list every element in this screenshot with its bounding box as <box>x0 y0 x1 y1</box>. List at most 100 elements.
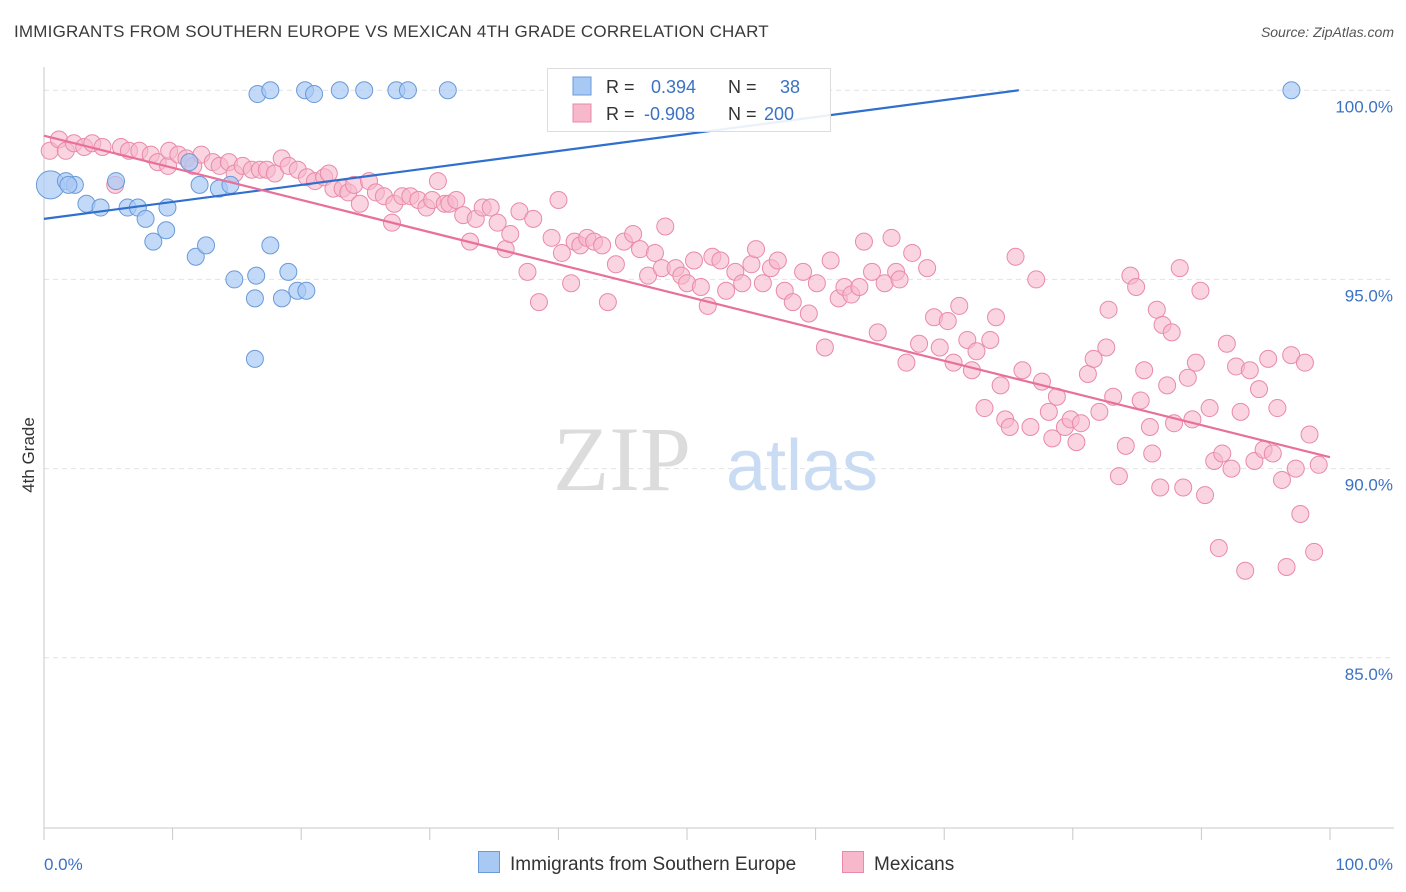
legend-r-label-1: R = <box>606 77 635 97</box>
data-point-southern-europe <box>305 85 324 104</box>
data-point-mexicans <box>799 304 818 323</box>
data-point-mexicans <box>918 259 937 278</box>
data-point-mexicans <box>1043 429 1062 448</box>
x-tick-label-min: 0.0% <box>44 855 83 874</box>
data-point-mexicans <box>1222 459 1241 478</box>
data-point-southern-europe <box>186 247 205 266</box>
legend-n-value-1: 38 <box>780 77 800 97</box>
data-point-mexicans <box>1272 470 1291 489</box>
data-point-mexicans <box>1000 417 1019 436</box>
legend-r-value-1: 0.394 <box>651 77 696 97</box>
data-point-mexicans <box>1186 353 1205 372</box>
source-label: Source: ZipAtlas.com <box>1260 24 1394 40</box>
data-point-southern-europe <box>180 153 199 172</box>
data-point-mexicans <box>501 225 520 244</box>
data-point-southern-europe <box>91 198 110 217</box>
data-point-mexicans <box>1191 281 1210 300</box>
data-point-mexicans <box>1039 402 1058 421</box>
data-point-mexicans <box>1174 478 1193 497</box>
data-point-mexicans <box>562 274 581 293</box>
data-point-mexicans <box>850 277 869 296</box>
data-point-mexicans <box>733 274 752 293</box>
data-point-mexicans <box>447 190 466 209</box>
data-point-mexicans <box>897 353 916 372</box>
data-point-southern-europe <box>279 262 298 281</box>
data-point-southern-europe <box>107 172 126 191</box>
bottom-legend-swatch-pink <box>842 851 864 873</box>
y-tick-label: 100.0% <box>1335 97 1393 116</box>
data-point-mexicans <box>1143 444 1162 463</box>
data-point-mexicans <box>711 251 730 270</box>
data-point-mexicans <box>1135 361 1154 380</box>
data-point-southern-europe <box>225 270 244 289</box>
data-point-southern-europe <box>330 81 349 100</box>
data-point-southern-europe <box>245 289 264 308</box>
bottom-legend-label-mexicans: Mexicans <box>874 854 955 875</box>
watermark-zip: ZIP <box>553 408 691 510</box>
data-point-mexicans <box>1067 433 1086 452</box>
data-point-mexicans <box>488 213 507 232</box>
data-point-mexicans <box>1170 259 1189 278</box>
data-point-mexicans <box>1291 504 1310 523</box>
data-point-southern-europe <box>261 81 280 100</box>
y-tick-label: 90.0% <box>1345 476 1393 495</box>
data-point-mexicans <box>510 202 529 221</box>
data-point-mexicans <box>549 190 568 209</box>
data-point-mexicans <box>606 255 625 274</box>
data-point-mexicans <box>815 338 834 357</box>
data-point-mexicans <box>624 225 643 244</box>
data-point-southern-europe <box>438 81 457 100</box>
data-point-mexicans <box>1021 417 1040 436</box>
data-point-mexicans <box>593 236 612 255</box>
data-point-southern-europe <box>398 81 417 100</box>
data-point-southern-europe <box>197 236 216 255</box>
data-point-mexicans <box>807 274 826 293</box>
data-point-mexicans <box>645 243 664 262</box>
data-point-southern-europe <box>297 281 316 300</box>
data-point-mexicans <box>910 334 929 353</box>
data-point-southern-europe <box>245 349 264 368</box>
data-point-mexicans <box>1259 349 1278 368</box>
data-point-mexicans <box>1013 361 1032 380</box>
data-point-mexicans <box>1151 478 1170 497</box>
data-point-mexicans <box>691 277 710 296</box>
data-point-mexicans <box>1300 425 1319 444</box>
legend-rows: R = 0.394 N = 38 R = -0.908 N = 200 <box>572 76 800 124</box>
data-point-mexicans <box>428 172 447 191</box>
chart-title: IMMIGRANTS FROM SOUTHERN EUROPE VS MEXIC… <box>14 22 769 41</box>
data-point-mexicans <box>967 342 986 361</box>
y-tick-label: 85.0% <box>1345 665 1393 684</box>
data-point-mexicans <box>987 308 1006 327</box>
data-point-mexicans <box>981 330 1000 349</box>
data-point-mexicans <box>1109 467 1128 486</box>
data-point-mexicans <box>481 198 500 217</box>
watermark: ZIP atlas <box>553 408 878 510</box>
legend-r-value-2: -0.908 <box>644 104 695 124</box>
data-point-mexicans <box>1072 414 1091 433</box>
data-point-mexicans <box>1268 399 1287 418</box>
data-point-mexicans <box>821 251 840 270</box>
data-point-mexicans <box>529 293 548 312</box>
data-point-mexicans <box>794 262 813 281</box>
data-point-mexicans <box>542 228 561 247</box>
data-point-mexicans <box>975 399 994 418</box>
data-point-mexicans <box>518 262 537 281</box>
data-point-mexicans <box>1282 346 1301 365</box>
data-point-mexicans <box>768 251 787 270</box>
data-point-mexicans <box>1240 361 1259 380</box>
data-point-mexicans <box>1090 402 1109 421</box>
data-point-southern-europe <box>144 232 163 251</box>
data-point-mexicans <box>1084 349 1103 368</box>
trend-line-southern-europe <box>43 89 1019 220</box>
data-point-mexicans <box>552 243 571 262</box>
data-point-mexicans <box>868 323 887 342</box>
tick-labels: 85.0% 90.0% 95.0% 100.0% 0.0% 100.0% <box>44 97 1393 874</box>
data-point-mexicans <box>742 255 761 274</box>
data-point-mexicans <box>1140 417 1159 436</box>
data-point-southern-europe <box>247 266 266 285</box>
data-point-mexicans <box>265 164 284 183</box>
x-tick-label-max: 100.0% <box>1335 855 1393 874</box>
mexicans-series <box>40 130 1328 580</box>
data-point-mexicans <box>783 293 802 312</box>
